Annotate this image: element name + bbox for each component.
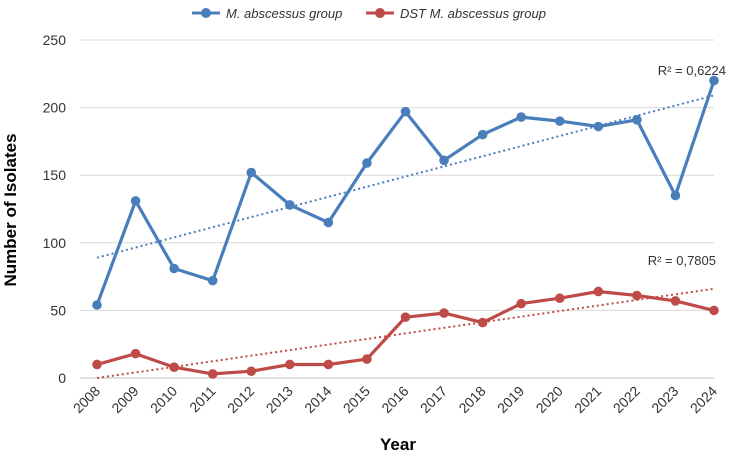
legend: M. abscessus group DST M. abscessus grou… <box>192 6 546 21</box>
data-point-series-1 <box>362 158 372 168</box>
y-tick-label: 0 <box>58 370 66 386</box>
data-point-series-1 <box>554 116 565 126</box>
x-tick-label: 2012 <box>224 383 257 416</box>
x-axis-title: Year <box>380 435 416 454</box>
data-point-series-2 <box>246 366 257 377</box>
trendline-series-2 <box>96 287 715 379</box>
x-tick-label: 2021 <box>571 383 604 416</box>
r2-label-series-1: R² = 0,6224 <box>658 63 726 78</box>
data-point-series-1 <box>285 200 295 210</box>
data-point-series-1 <box>632 114 642 125</box>
x-tick-label: 2013 <box>263 383 296 416</box>
data-point-series-1 <box>593 121 604 132</box>
series-lines <box>95 80 716 376</box>
data-point-series-2 <box>439 308 449 318</box>
data-point-series-1 <box>477 129 488 140</box>
x-tick-label: 2015 <box>340 383 373 416</box>
legend-marker-series-2 <box>375 8 385 18</box>
data-point-series-1 <box>439 155 449 166</box>
legend-entry-series-1: M. abscessus group <box>192 6 342 21</box>
data-point-series-2 <box>593 286 604 297</box>
y-tick-label: 250 <box>43 32 67 48</box>
data-point-series-2 <box>285 359 295 370</box>
data-point-series-2 <box>670 296 681 306</box>
x-tick-label: 2023 <box>648 383 681 416</box>
legend-label-series-1: M. abscessus group <box>226 6 342 21</box>
y-tick-label: 150 <box>43 167 67 183</box>
legend-entry-series-2: DST M. abscessus group <box>366 6 546 21</box>
data-point-series-1 <box>670 190 681 201</box>
y-tick-label: 100 <box>43 235 67 251</box>
x-tick-label: 2009 <box>108 383 141 416</box>
data-point-series-2 <box>323 359 334 370</box>
data-point-series-2 <box>477 317 488 328</box>
x-tick-label: 2024 <box>687 383 720 416</box>
x-tick-label: 2020 <box>533 383 566 416</box>
data-point-series-1 <box>130 196 141 206</box>
trendline-series-1 <box>96 94 715 259</box>
x-tick-label: 2017 <box>417 383 450 416</box>
y-tick-label: 200 <box>43 100 67 116</box>
data-point-series-1 <box>323 217 334 228</box>
data-point-series-2 <box>169 362 179 372</box>
data-point-series-1 <box>207 275 218 286</box>
data-point-series-2 <box>130 348 141 359</box>
data-point-series-2 <box>554 293 565 304</box>
data-point-series-2 <box>516 298 526 309</box>
x-tick-label: 2010 <box>147 383 180 416</box>
data-point-series-1 <box>169 263 179 274</box>
data-points <box>92 75 719 379</box>
x-tick-label: 2008 <box>70 383 103 416</box>
x-axis-ticks: 2008 2009 2010 2011 2012 2013 2014 2015 2016 2017… <box>70 383 720 416</box>
data-point-series-1 <box>516 112 526 122</box>
data-point-series-1 <box>246 167 257 178</box>
x-tick-label: 2022 <box>610 383 643 416</box>
x-tick-label: 2016 <box>378 383 411 416</box>
x-tick-label: 2018 <box>455 383 488 416</box>
r2-label-series-2: R² = 0,7805 <box>648 253 716 268</box>
data-point-series-2 <box>400 312 411 322</box>
trendlines <box>96 94 715 379</box>
data-point-series-2 <box>92 359 102 370</box>
r2-labels: R² = 0,6224 R² = 0,7805 <box>648 63 726 268</box>
x-tick-label: 2014 <box>301 383 334 416</box>
y-tick-label: 50 <box>50 302 66 318</box>
legend-marker-series-1 <box>201 8 211 18</box>
gridlines <box>80 39 714 379</box>
data-point-series-2 <box>207 369 218 379</box>
y-axis-title: Number of Isolates <box>1 133 20 286</box>
data-point-series-2 <box>632 290 642 301</box>
data-point-series-1 <box>400 106 411 117</box>
y-axis-ticks: 0 50 100 150 200 250 <box>43 32 67 386</box>
x-tick-label: 2011 <box>186 383 219 416</box>
x-tick-label: 2019 <box>494 383 527 416</box>
data-point-series-1 <box>92 300 102 310</box>
legend-label-series-2: DST M. abscessus group <box>400 6 546 21</box>
data-point-series-2 <box>362 354 372 364</box>
data-point-series-1 <box>709 75 719 86</box>
data-point-series-2 <box>709 305 719 316</box>
